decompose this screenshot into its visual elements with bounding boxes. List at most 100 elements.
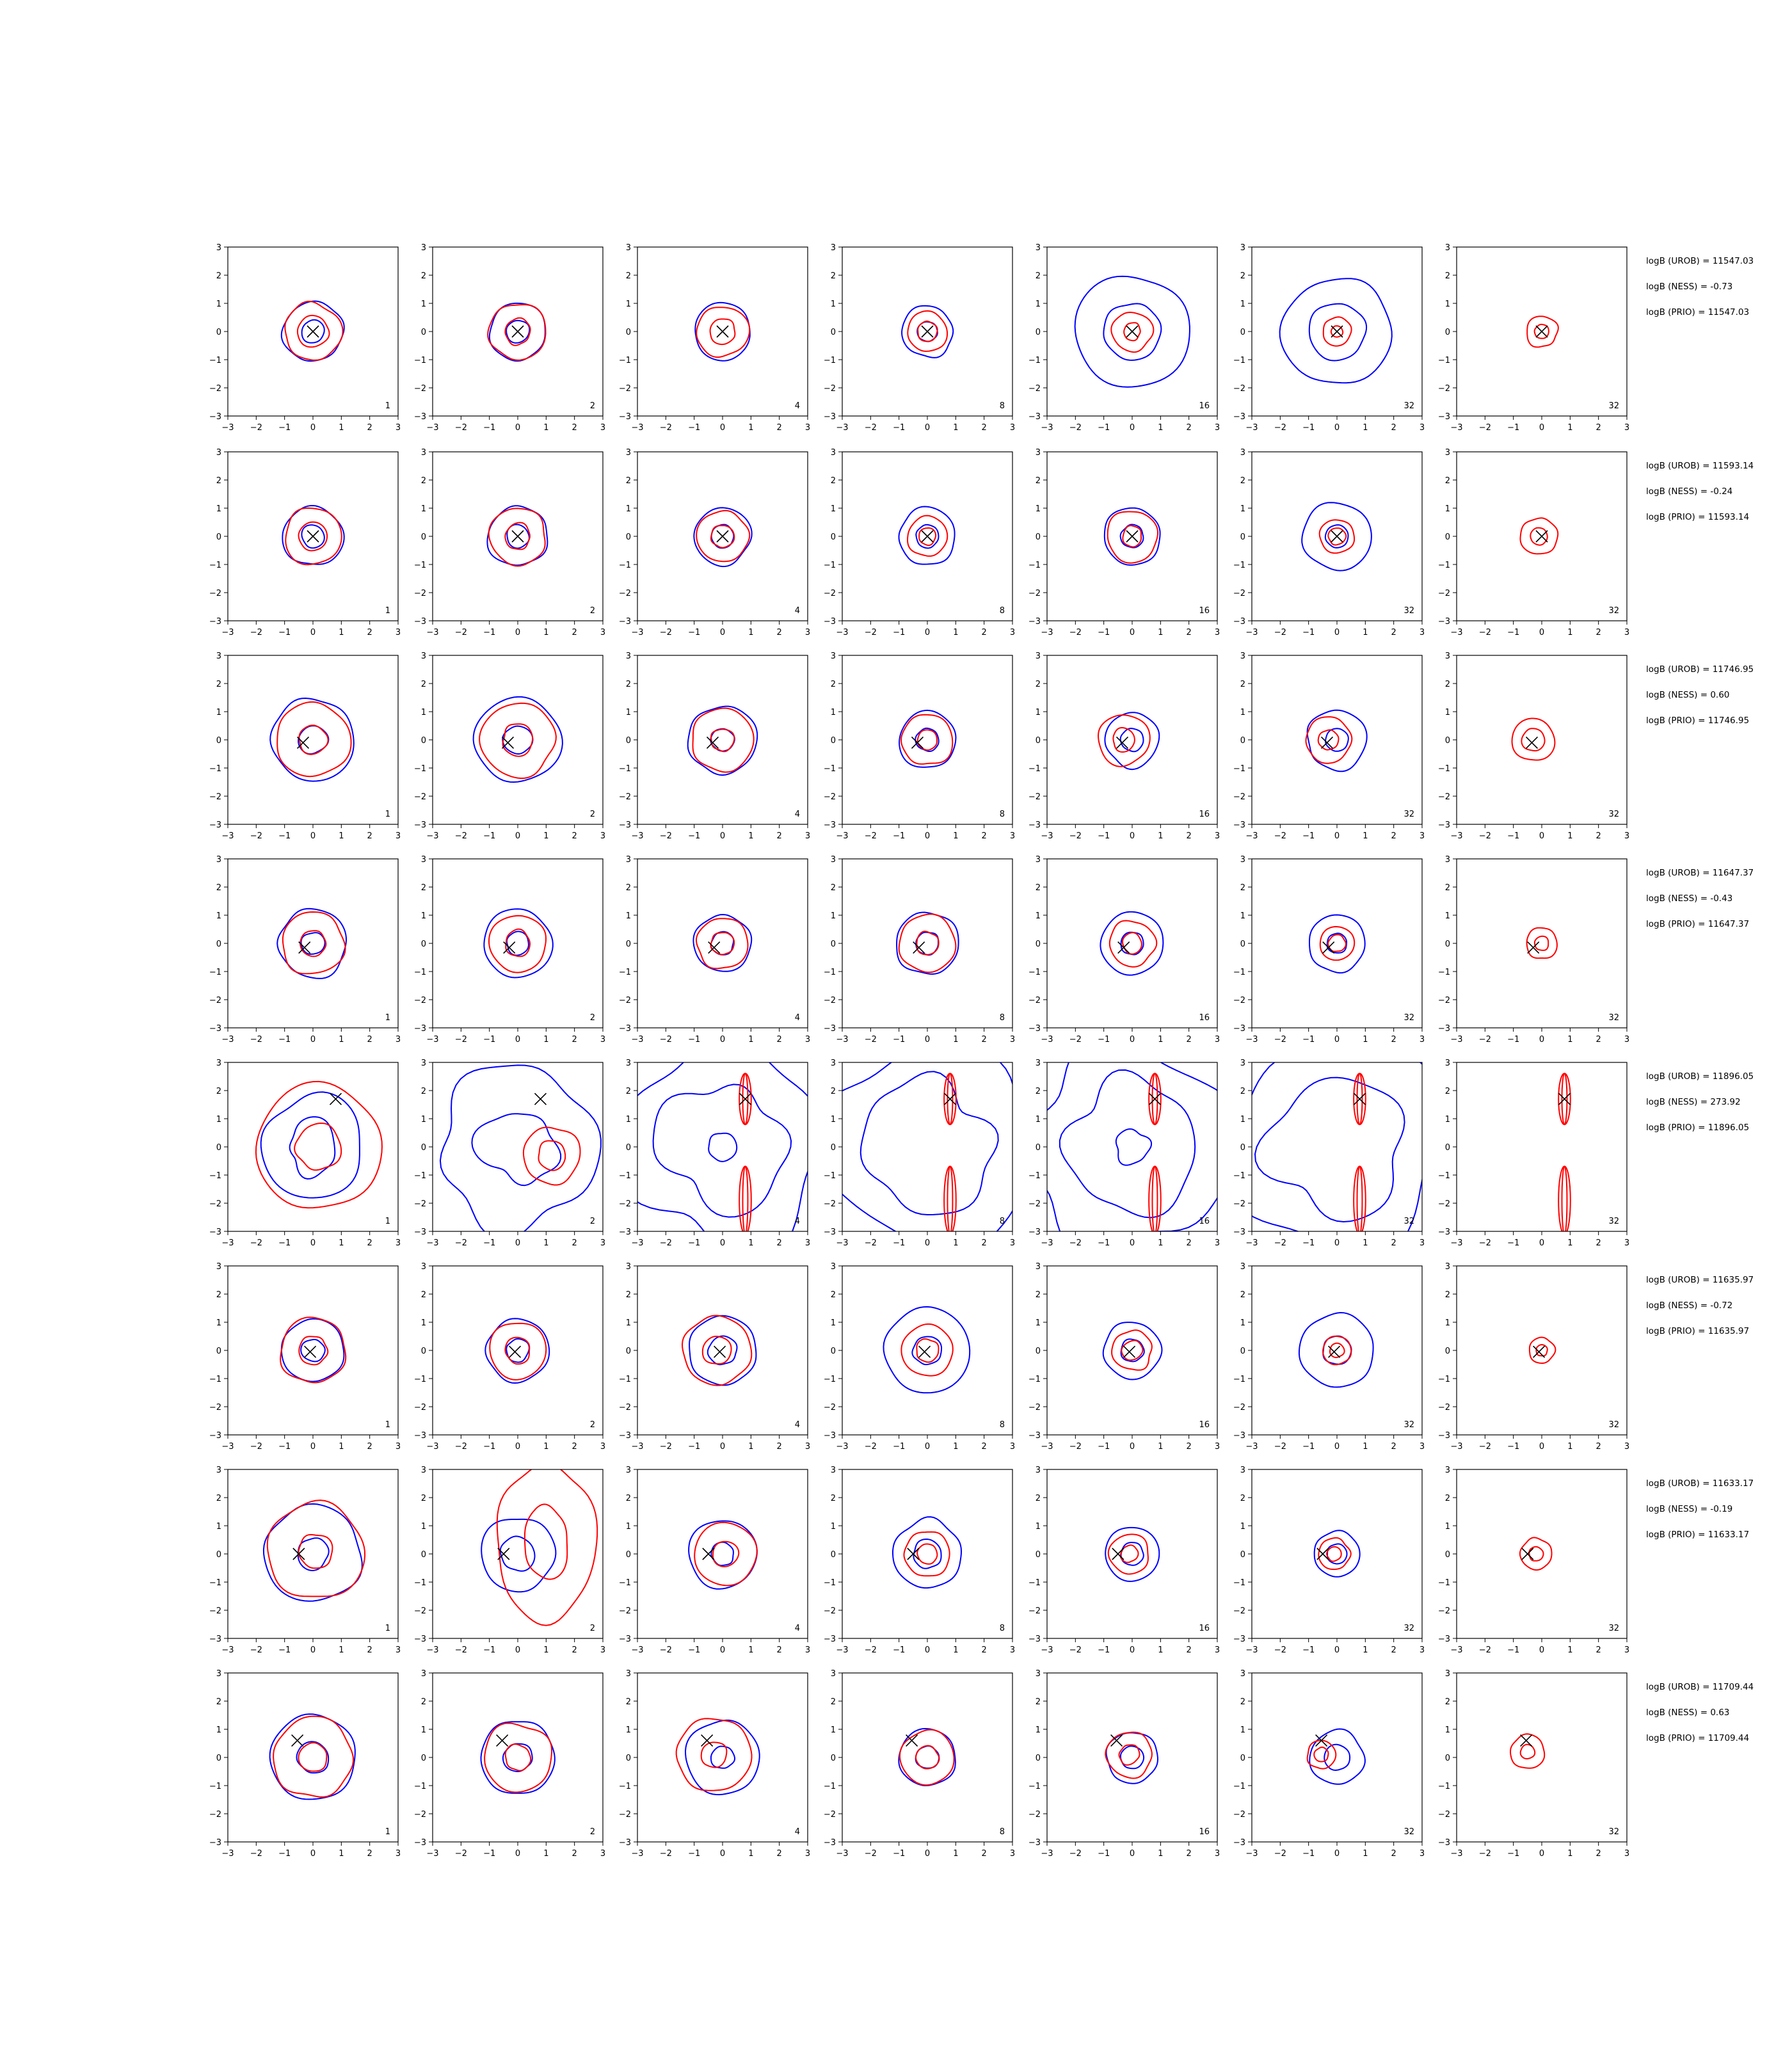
panel-r1-c7: −3 −2 −1 0 1 2 3 −3 −2 −1 0 1 2 3 32 — [1438, 243, 1629, 433]
panel-count-label: 32 — [1404, 810, 1414, 819]
y-tick-label: 0 — [626, 1550, 631, 1560]
blue-contour — [1309, 914, 1366, 974]
y-tick-label: −3 — [1028, 1431, 1041, 1441]
red-contour — [504, 522, 531, 550]
x-tick-label: −3 — [221, 1238, 234, 1248]
red-contour — [1519, 1537, 1553, 1571]
plot-area — [1279, 278, 1393, 384]
x-tick-label: −3 — [631, 1849, 643, 1859]
x-tick-label: −1 — [483, 1849, 495, 1859]
red-contour — [1535, 1343, 1548, 1357]
red-contour — [298, 1533, 333, 1569]
panel-r5-c6: −3 −2 −1 0 1 2 3 −3 −2 −1 0 1 2 3 32 — [1233, 1059, 1425, 1248]
x-tick-label: 2 — [572, 1442, 577, 1452]
panel-r1-c1: −3 −2 −1 0 1 2 3 −3 −2 −1 0 1 2 3 1 — [209, 243, 401, 433]
x-tick-label: 0 — [720, 1849, 725, 1859]
y-tick-label: 0 — [626, 736, 631, 746]
x-tick-label: 3 — [1420, 831, 1425, 841]
x-tick-label: −3 — [221, 831, 234, 841]
x-tick-label: −2 — [455, 423, 467, 433]
blue-contour — [483, 908, 554, 979]
true-parameter-marker — [918, 1345, 931, 1358]
y-tick-label: −3 — [209, 1838, 221, 1848]
plot-area — [1519, 1537, 1553, 1571]
blue-contour — [484, 1318, 550, 1384]
plot-area — [883, 1306, 971, 1394]
red-contour — [1097, 714, 1151, 767]
y-tick-label: 3 — [421, 652, 426, 661]
panel-count-label: 32 — [1404, 1420, 1414, 1430]
x-tick-label: −1 — [893, 628, 905, 637]
red-contour — [898, 913, 957, 973]
true-parameter-marker — [1110, 1734, 1123, 1747]
x-tick-label: 1 — [1567, 1849, 1572, 1859]
x-tick-label: 3 — [1624, 1442, 1629, 1452]
x-tick-label: −2 — [250, 1849, 262, 1859]
y-tick-label: −3 — [1233, 820, 1245, 830]
plot-area — [1558, 1073, 1571, 1231]
y-tick-label: 2 — [216, 1494, 221, 1503]
y-tick-label: −2 — [619, 1403, 631, 1412]
y-tick-label: 0 — [1036, 736, 1041, 746]
panel-r3-c7: −3 −2 −1 0 1 2 3 −3 −2 −1 0 1 2 3 32 — [1438, 652, 1629, 841]
blue-contour — [1105, 1732, 1159, 1784]
panel-r7-c6: −3 −2 −1 0 1 2 3 −3 −2 −1 0 1 2 3 32 — [1233, 1466, 1425, 1655]
y-tick-label: 1 — [1036, 504, 1041, 514]
y-tick-label: −1 — [414, 1578, 426, 1588]
y-tick-label: −2 — [1233, 792, 1245, 802]
panel-r3-c1: −3 −2 −1 0 1 2 3 −3 −2 −1 0 1 2 3 1 — [209, 652, 401, 841]
x-tick-label: 0 — [310, 628, 316, 637]
x-tick-label: 2 — [367, 831, 372, 841]
panel-r3-c3: −3 −2 −1 0 1 2 3 −3 −2 −1 0 1 2 3 4 — [619, 652, 810, 841]
y-tick-label: 1 — [421, 1725, 426, 1735]
x-tick-label: 0 — [1334, 423, 1340, 433]
red-contour — [273, 1715, 355, 1798]
x-tick-label: −3 — [221, 628, 234, 637]
y-tick-label: 1 — [216, 1318, 221, 1328]
red-contour — [1330, 325, 1344, 338]
blue-contour — [472, 696, 563, 783]
y-tick-label: −3 — [824, 412, 836, 422]
true-parameter-marker — [911, 736, 924, 749]
red-contour — [709, 318, 736, 346]
panel-r8-c1: −3 −2 −1 0 1 2 3 −3 −2 −1 0 1 2 3 1 — [209, 1669, 401, 1859]
panel-count-label: 1 — [385, 1827, 390, 1837]
y-tick-label: −1 — [1233, 356, 1245, 365]
y-tick-label: 2 — [421, 271, 426, 281]
red-contour — [1356, 1165, 1363, 1231]
x-tick-label: 3 — [1624, 1035, 1629, 1044]
x-tick-label: 2 — [777, 1238, 782, 1248]
blue-contour — [471, 1113, 562, 1187]
x-tick-label: 0 — [310, 1035, 316, 1044]
axes-frame — [1456, 1062, 1628, 1232]
x-tick-label: −3 — [1450, 423, 1462, 433]
panel-count-label: 1 — [385, 401, 390, 411]
y-tick-label: 3 — [831, 243, 836, 253]
plot-area — [483, 908, 554, 979]
x-tick-label: 0 — [1334, 1035, 1340, 1044]
y-tick-label: −2 — [414, 1810, 426, 1820]
x-tick-label: 1 — [339, 1035, 344, 1044]
true-parameter-marker — [511, 530, 524, 543]
x-tick-label: 2 — [777, 1849, 782, 1859]
blue-contour — [1308, 303, 1368, 362]
y-tick-label: 3 — [216, 1669, 221, 1679]
blue-contour — [1254, 1076, 1405, 1223]
y-tick-label: −1 — [1233, 1578, 1245, 1588]
y-tick-label: 1 — [421, 708, 426, 717]
x-tick-label: 1 — [339, 1442, 344, 1452]
y-tick-label: −2 — [1438, 792, 1450, 802]
true-parameter-marker — [716, 325, 729, 338]
red-contour — [285, 507, 342, 566]
true-parameter-marker — [1353, 1092, 1366, 1105]
x-tick-label: 2 — [777, 423, 782, 433]
y-tick-label: 3 — [1240, 652, 1245, 661]
red-contour — [1108, 920, 1158, 968]
x-tick-label: −2 — [1274, 1238, 1286, 1248]
x-tick-label: 3 — [1010, 1849, 1015, 1859]
x-tick-label: −1 — [1098, 423, 1110, 433]
x-tick-label: −1 — [483, 1035, 495, 1044]
x-tick-label: −1 — [1302, 423, 1315, 433]
true-parameter-marker — [739, 1092, 752, 1105]
red-contour — [1519, 517, 1559, 555]
